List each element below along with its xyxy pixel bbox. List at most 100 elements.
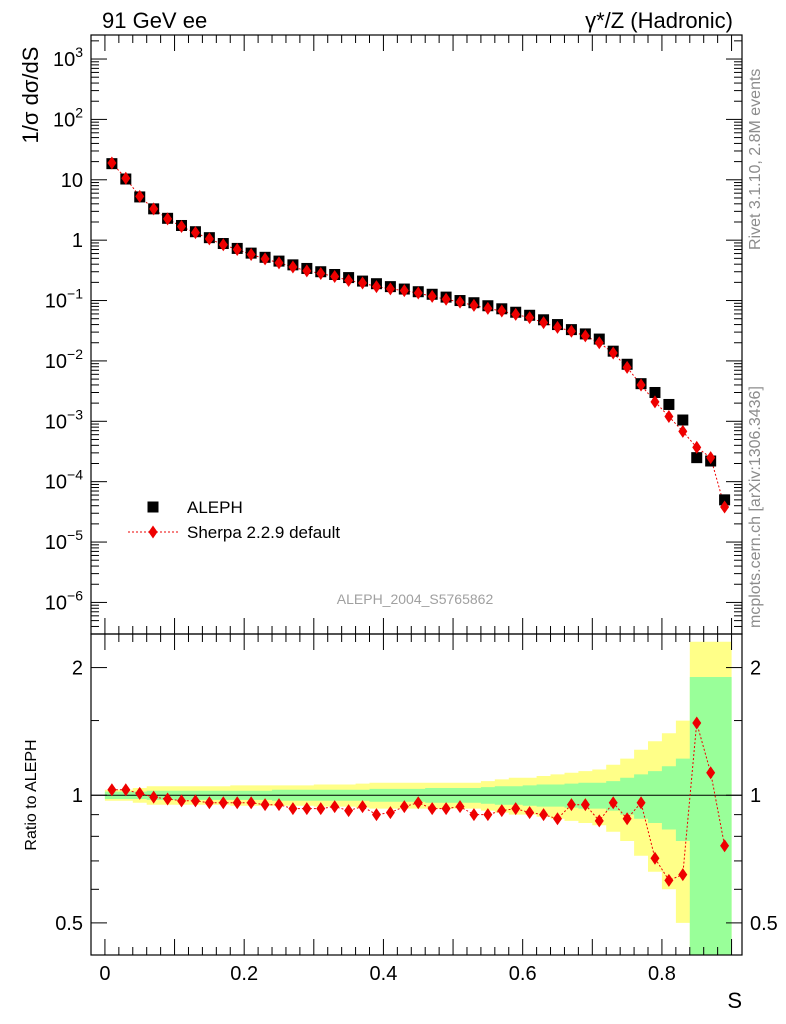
main-y-axis-label: 1/σ dσ/dS — [18, 47, 43, 144]
mc-point — [552, 320, 562, 334]
header-right: γ*/Z (Hadronic) — [585, 8, 733, 33]
data-point — [719, 494, 731, 506]
mc-ratio-point — [260, 798, 270, 812]
mc-ratio-point — [288, 802, 298, 816]
main-y-tick-label: 10 — [61, 170, 83, 192]
main-frame — [90, 34, 743, 635]
mc-ratio-point — [358, 800, 368, 814]
mc-ratio-point — [121, 783, 131, 797]
ratio-frame — [90, 633, 743, 956]
mc-point — [455, 295, 465, 309]
mc-point — [413, 286, 423, 300]
mc-point — [344, 273, 354, 287]
mc-ratio-point — [218, 796, 228, 810]
mc-point — [469, 298, 479, 312]
axis-ticks: 10−6 10−5 10−4 10−3 10−2 10−1 1 10 102 103 0 0.2 0.4… — [45, 35, 778, 985]
mc-point — [650, 395, 660, 409]
mc-point — [190, 226, 200, 240]
mc-point — [316, 267, 326, 281]
header-left: 91 GeV ee — [102, 8, 207, 33]
mc-point — [232, 243, 242, 257]
mc-ratio-point — [371, 808, 381, 822]
mc-ratio-point — [413, 796, 423, 810]
x-tick-label: 0.6 — [509, 963, 537, 985]
mc-ratio-point — [580, 798, 590, 812]
mc-point — [427, 289, 437, 303]
mc-ratio-point — [232, 796, 242, 810]
chart-marks — [106, 156, 731, 887]
mc-ratio-point — [622, 812, 632, 826]
mc-point — [288, 260, 298, 274]
mc-point — [371, 280, 381, 294]
mc-ratio-point — [316, 802, 326, 816]
mc-point — [692, 440, 702, 454]
mc-point — [246, 247, 256, 261]
x-tick-label: 0.2 — [230, 963, 258, 985]
mc-point — [135, 189, 145, 203]
mc-ratio-point — [163, 792, 173, 806]
mc-ratio-point — [497, 804, 507, 818]
data-point — [691, 452, 703, 464]
mc-ratio-point — [204, 796, 214, 810]
mc-point — [177, 220, 187, 234]
main-y-tick-label: 10−1 — [45, 286, 83, 313]
legend-mc-label: Sherpa 2.2.9 default — [187, 523, 340, 542]
mc-ratio-point — [636, 796, 646, 810]
mc-point — [483, 301, 493, 315]
x-tick-label: 0.4 — [370, 963, 398, 985]
mc-ratio-point — [385, 806, 395, 820]
ratio-y-tick-label-right: 0.5 — [750, 913, 778, 935]
main-y-tick-label: 10−5 — [45, 527, 83, 554]
mc-ratio-point — [427, 802, 437, 816]
mc-ratio-point — [539, 808, 549, 822]
mc-ratio-point — [246, 796, 256, 810]
mc-point — [706, 451, 716, 465]
mc-ratio-point — [664, 873, 674, 887]
mc-point — [149, 202, 159, 216]
mc-point — [525, 311, 535, 325]
mc-ratio-point — [469, 808, 479, 822]
mc-point — [511, 307, 521, 321]
mc-point — [497, 304, 507, 318]
main-y-tick-label: 10−2 — [45, 346, 83, 373]
data-point — [649, 386, 661, 398]
ratio-band-inner — [104, 677, 732, 955]
mc-point — [358, 276, 368, 290]
data-point — [677, 414, 689, 426]
ratio-y-tick-label-right: 2 — [750, 658, 761, 680]
mc-point — [720, 500, 730, 514]
mc-point — [302, 264, 312, 278]
mc-point — [399, 284, 409, 298]
mc-point — [107, 156, 117, 170]
watermark: ALEPH_2004_S5765862 — [337, 591, 494, 607]
mc-ratio-point — [399, 800, 409, 814]
mc-point — [539, 316, 549, 330]
mc-ratio-point — [608, 796, 618, 810]
main-y-tick-label: 10−3 — [45, 406, 83, 433]
legend-mc-marker — [148, 525, 158, 539]
main-y-tick-label: 1 — [72, 230, 83, 252]
mc-point — [121, 171, 131, 185]
ratio-y-tick-label-right: 1 — [750, 785, 761, 807]
mc-line-main — [111, 162, 726, 508]
mc-ratio-point — [678, 868, 688, 882]
mc-ratio-point — [107, 783, 117, 797]
mc-ratio-point — [330, 800, 340, 814]
mc-ratio-point — [552, 812, 562, 826]
x-tick-label: 0 — [99, 963, 110, 985]
mc-ratio-point — [135, 786, 145, 800]
mc-ratio-point — [566, 798, 576, 812]
legend-data-label: ALEPH — [187, 498, 243, 517]
data-point — [663, 398, 675, 410]
mc-ratio-point — [692, 716, 702, 730]
x-tick-label: 0.8 — [648, 963, 676, 985]
x-axis-label: S — [727, 988, 742, 1013]
mc-point — [678, 424, 688, 438]
mc-ratio-point — [190, 794, 200, 808]
main-y-tick-label: 103 — [53, 44, 83, 71]
legend: ALEPH Sherpa 2.2.9 default — [128, 498, 340, 542]
mc-point — [330, 270, 340, 284]
legend-data-marker — [147, 501, 159, 513]
main-y-tick-label: 10−6 — [45, 587, 83, 614]
mc-point — [274, 256, 284, 270]
